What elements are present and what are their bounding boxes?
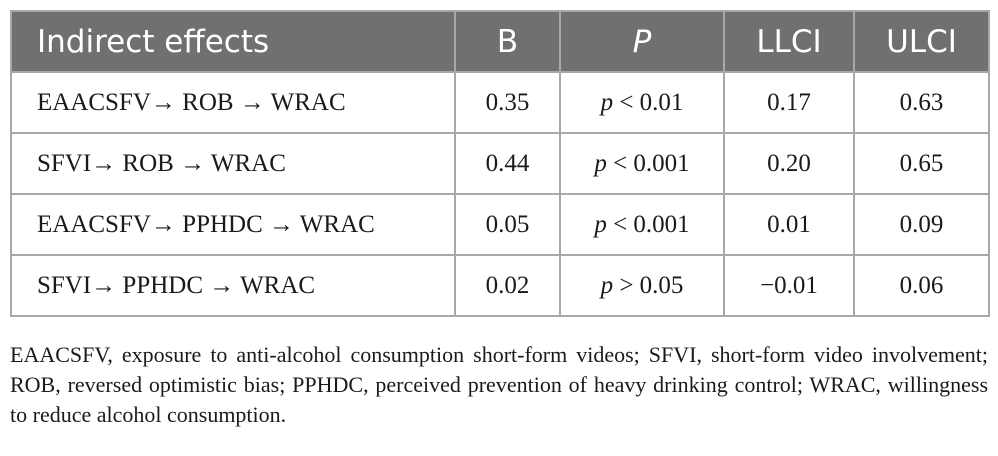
effect-cell: SFVI→ ROB → WRAC — [10, 132, 456, 195]
effect-cell: EAACSFV→ ROB → WRAC — [10, 71, 456, 134]
header-b: B — [454, 10, 561, 73]
table-row: SFVI→ ROB → WRAC 0.44 p < 0.001 0.20 0.6… — [10, 132, 990, 195]
p-symbol: p — [594, 210, 607, 238]
p-symbol: p — [600, 88, 614, 116]
ulci-cell: 0.65 — [853, 132, 990, 195]
ulci-cell: 0.06 — [853, 254, 990, 317]
table-row: EAACSFV→ ROB → WRAC 0.35 p < 0.01 0.17 0… — [10, 71, 990, 134]
table-container: Indirect effects B P LLCI ULCI EAACSFV→ … — [10, 10, 990, 317]
llci-cell: 0.01 — [723, 193, 855, 256]
header-p: P — [559, 10, 725, 73]
p-value: < 0.001 — [606, 210, 690, 238]
llci-cell: −0.01 — [723, 254, 855, 317]
p-symbol: p — [594, 149, 607, 177]
indirect-effects-table: Indirect effects B P LLCI ULCI EAACSFV→ … — [10, 10, 990, 317]
table-row: EAACSFV→ PPHDC → WRAC 0.05 p < 0.001 0.0… — [10, 193, 990, 256]
llci-cell: 0.17 — [723, 71, 855, 134]
p-value: < 0.01 — [613, 88, 684, 116]
header-row: Indirect effects B P LLCI ULCI — [10, 10, 990, 73]
ulci-cell: 0.63 — [853, 71, 990, 134]
p-value: < 0.001 — [606, 149, 690, 177]
p-cell: p < 0.01 — [559, 71, 725, 134]
table-footnote: EAACSFV, exposure to anti-alcohol consum… — [10, 342, 988, 427]
p-cell: p > 0.05 — [559, 254, 725, 317]
ulci-cell: 0.09 — [853, 193, 990, 256]
b-cell: 0.35 — [454, 71, 561, 134]
p-symbol: p — [600, 271, 614, 299]
table-row: SFVI→ PPHDC → WRAC 0.02 p > 0.05 −0.01 0… — [10, 254, 990, 317]
header-llci: LLCI — [723, 10, 855, 73]
llci-cell: 0.20 — [723, 132, 855, 195]
header-ulci: ULCI — [853, 10, 990, 73]
effect-cell: EAACSFV→ PPHDC → WRAC — [10, 193, 456, 256]
header-indirect-effects: Indirect effects — [10, 10, 456, 73]
p-value: > 0.05 — [613, 271, 684, 299]
b-cell: 0.05 — [454, 193, 561, 256]
p-cell: p < 0.001 — [559, 132, 725, 195]
effect-cell: SFVI→ PPHDC → WRAC — [10, 254, 456, 317]
p-cell: p < 0.001 — [559, 193, 725, 256]
b-cell: 0.44 — [454, 132, 561, 195]
b-cell: 0.02 — [454, 254, 561, 317]
